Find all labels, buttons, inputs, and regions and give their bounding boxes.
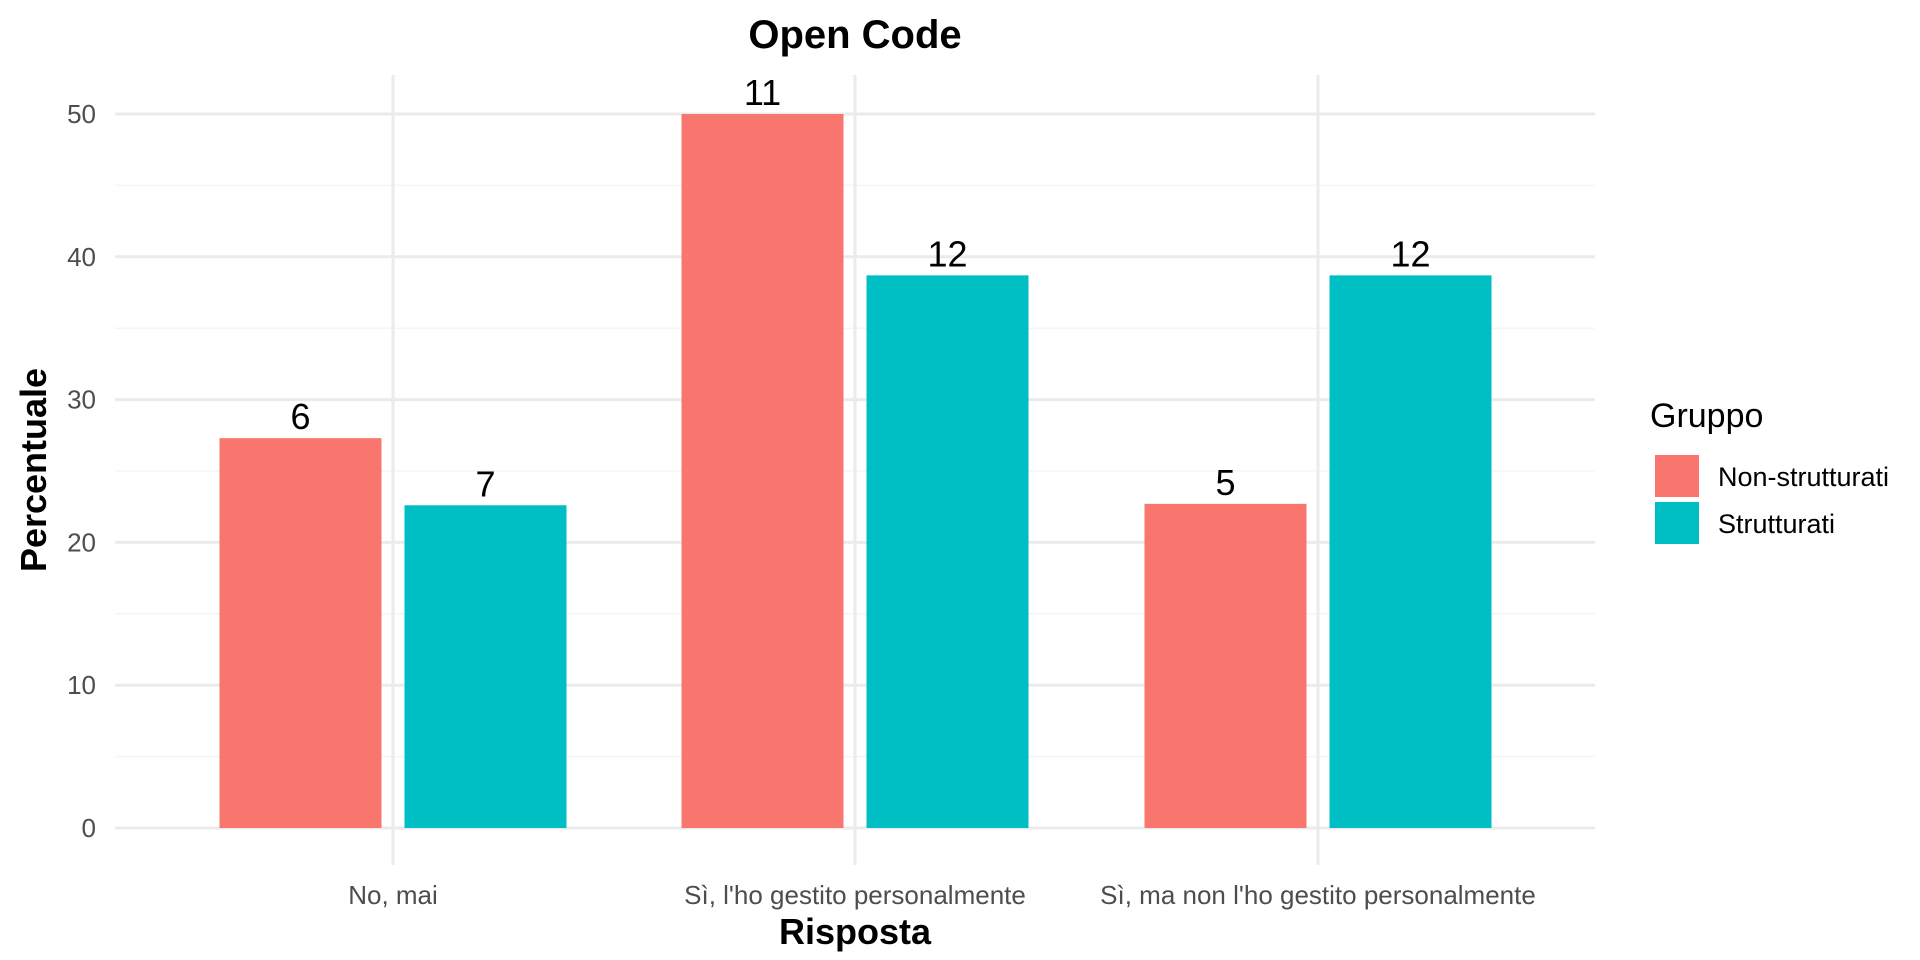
x-tick-label: No, mai	[348, 880, 438, 910]
bar-strutturati	[404, 505, 567, 828]
y-tick-label: 30	[67, 385, 96, 415]
legend-items: Non-strutturati Strutturati	[1655, 455, 1889, 544]
legend: Gruppo Non-strutturati Strutturati	[1650, 397, 1889, 544]
y-tick-label: 20	[67, 527, 96, 557]
y-tick-label: 40	[67, 242, 96, 272]
y-tick-label: 0	[82, 813, 96, 843]
legend-label: Strutturati	[1718, 509, 1835, 539]
y-tick-label: 10	[67, 670, 96, 700]
bar-strutturati	[866, 275, 1029, 828]
bar-data-label: 7	[475, 463, 495, 504]
x-axis-title: Risposta	[779, 911, 932, 952]
legend-label: Non-strutturati	[1718, 462, 1889, 492]
y-tick-label: 50	[67, 99, 96, 129]
chart-title: Open Code	[748, 13, 961, 57]
legend-key	[1655, 455, 1699, 497]
y-axis-ticks: 0 10 20 30 40 50	[67, 99, 96, 843]
bar-data-label: 5	[1215, 462, 1235, 503]
bar-non-strutturati	[1144, 503, 1307, 828]
legend-title: Gruppo	[1650, 397, 1763, 435]
data-labels: 6 11 5 7 12 12	[290, 72, 1430, 504]
y-axis-title: Percentuale	[13, 368, 54, 572]
bar-non-strutturati	[219, 438, 382, 828]
x-tick-label: Sì, ma non l'ho gestito personalmente	[1100, 880, 1536, 910]
bar-strutturati	[1329, 275, 1492, 828]
x-axis-ticks: No, mai Sì, l'ho gestito personalmente Sì,…	[348, 880, 1536, 910]
x-tick-label: Sì, l'ho gestito personalmente	[684, 880, 1026, 910]
bar-data-label: 12	[1390, 233, 1430, 274]
bar-data-label: 12	[927, 233, 967, 274]
bar-data-label: 6	[290, 396, 310, 437]
bar-data-label: 11	[744, 72, 781, 113]
bar-non-strutturati	[681, 114, 844, 828]
legend-key	[1655, 502, 1699, 544]
bars	[219, 114, 1492, 828]
